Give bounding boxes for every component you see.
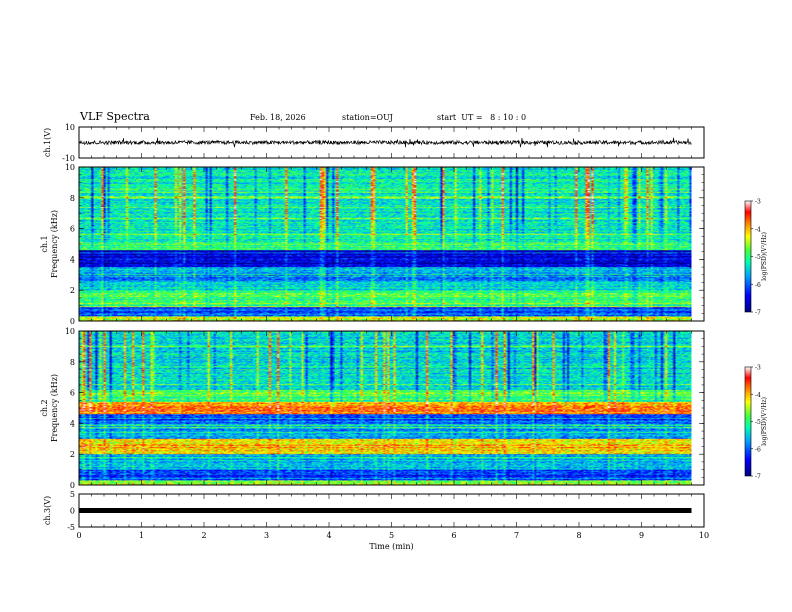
colorbar-ch2 [744, 366, 752, 477]
spectrogram-ch2-ytick-label: 10 [65, 327, 75, 336]
x-tick-label: 4 [326, 531, 331, 540]
colorbar-ch2-tick-label: -3 [755, 365, 761, 372]
spectrogram-ch1-ytick-label: 10 [65, 163, 75, 172]
colorbar-ch1-tick-label: -4 [755, 226, 761, 233]
colorbar-ch1-tick-label: -5 [755, 254, 761, 261]
x-tick-label: 9 [639, 531, 644, 540]
colorbar-ch2-label: log(PSD)(V²/Hz) [761, 397, 768, 446]
colorbar-ch1-tick-label: -7 [755, 310, 761, 317]
spectrogram-ch2-ytick-label: 2 [70, 450, 75, 459]
ch1-ylabel: ch.1(V) [43, 128, 52, 157]
spectrogram-ch1-ylabel-frequency: Frequency (kHz) [50, 210, 59, 278]
x-tick-label: 3 [264, 531, 269, 540]
x-tick-label: 7 [514, 531, 519, 540]
spectrogram-ch1-ytick-label: 8 [70, 194, 75, 203]
ch3-ytick-label: -5 [67, 523, 75, 532]
x-tick-label: 2 [201, 531, 206, 540]
spectrogram-ch2-image [79, 331, 692, 485]
date-label: Feb. 18, 2026 [250, 113, 306, 122]
colorbar-ch1-tick-label: -3 [755, 199, 761, 206]
spectrogram-ch1-ytick-label: 4 [70, 255, 75, 264]
colorbar-ch1 [744, 200, 752, 313]
colorbar-ch2-tick-label: -5 [755, 419, 761, 426]
colorbar-ch1-tick-label: -6 [755, 282, 761, 289]
station-label: station=OUJ [342, 113, 393, 122]
x-tick-label: 8 [576, 531, 581, 540]
ch1-ytick-label: 10 [65, 123, 75, 132]
x-tick-label: 0 [76, 531, 81, 540]
ch3-ylabel: ch.3(V) [43, 496, 52, 525]
spectrogram-ch1-image [79, 167, 692, 321]
x-tick-label: 10 [699, 531, 709, 540]
ch1-ytick-label: -10 [62, 154, 75, 163]
colorbar-ch2-tick-label: -7 [755, 474, 761, 481]
spectrogram-ch2-ylabel-frequency: Frequency (kHz) [50, 374, 59, 442]
spectrogram-ch2-ytick-label: 8 [70, 358, 75, 367]
figure-title: VLF Spectra [80, 110, 150, 123]
spectrogram-ch1-ytick-label: 0 [70, 317, 75, 326]
x-tick-label: 5 [389, 531, 394, 540]
ch3-ytick-label: 0 [70, 507, 75, 516]
spectrogram-ch1-ytick-label: 2 [70, 286, 75, 295]
x-axis-label: Time (min) [369, 542, 413, 551]
x-tick-label: 1 [139, 531, 144, 540]
spectrogram-ch2-ylabel-channel: ch.2 [40, 399, 49, 416]
x-tick-label: 6 [451, 531, 456, 540]
spectrogram-ch1-ytick-label: 6 [70, 225, 75, 234]
colorbar-ch2-tick-label: -6 [755, 446, 761, 453]
spectrogram-ch2-ytick-label: 0 [70, 481, 75, 490]
start-ut-label: start UT = 8 : 10 : 0 [437, 113, 527, 122]
colorbar-ch1-label: log(PSD)(V²/Hz) [761, 232, 768, 281]
spectrogram-ch2-ytick-label: 4 [70, 419, 75, 428]
spectrogram-ch1-ylabel-channel: ch.1 [40, 235, 49, 252]
ch1-waveform-trace [78, 137, 692, 148]
ch3-ytick-label: 5 [70, 490, 75, 499]
colorbar-ch2-tick-label: -4 [755, 392, 761, 399]
ch3-waveform-trace [79, 508, 692, 513]
spectrogram-ch2-ytick-label: 6 [70, 389, 75, 398]
